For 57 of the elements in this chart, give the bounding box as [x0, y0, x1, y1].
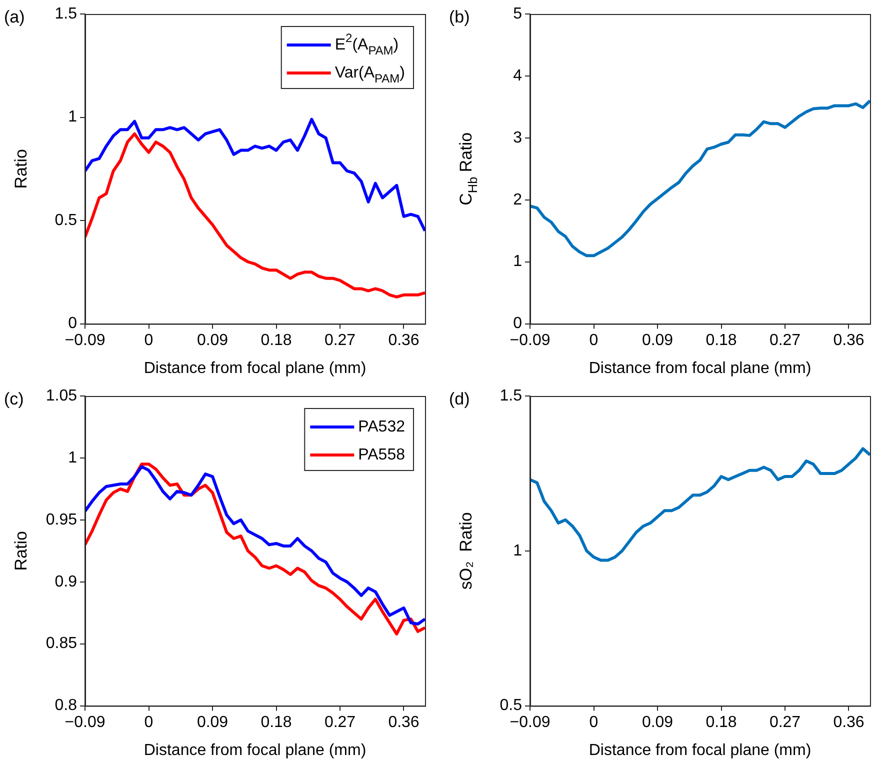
- x-tick-label: 0.27: [324, 332, 356, 350]
- y-tick-label: 2: [513, 191, 522, 208]
- y-tick-label: 0.9: [54, 573, 78, 590]
- x-tick-label: 0.27: [324, 714, 356, 732]
- x-tick-label: 0.09: [642, 714, 674, 732]
- x-axis-title: Distance from focal plane (mm): [588, 360, 812, 377]
- y-axis-title: sO₂ Ratio: [456, 512, 476, 590]
- x-tick-label: 0.09: [196, 332, 228, 350]
- x-tick-label: 0.18: [260, 714, 292, 732]
- y-axis-title: CHb Ratio: [456, 132, 480, 206]
- x-tick-label: −0.09: [64, 332, 106, 350]
- x-tick-label: 0.18: [706, 332, 737, 350]
- y-tick-label: 0.85: [46, 635, 78, 652]
- x-tick-label: 0.18: [706, 714, 737, 732]
- y-tick-label: 1: [513, 253, 522, 270]
- x-tick-label: 0.36: [388, 332, 420, 350]
- y-axis-title: Ratio: [12, 149, 31, 189]
- x-tick-label: 0.09: [196, 714, 228, 732]
- x-tick-label: −0.09: [64, 714, 106, 732]
- y-tick-label: 0.8: [54, 697, 78, 714]
- y-tick-label: 3: [513, 129, 522, 146]
- x-tick-label: 0.09: [642, 332, 674, 350]
- x-tick-label: 0.36: [833, 714, 864, 732]
- y-tick-label: 0: [68, 315, 78, 332]
- y-tick-label: 1.5: [500, 387, 522, 404]
- chart-title: (c): [4, 390, 24, 409]
- y-tick-label: 0.5: [54, 212, 78, 229]
- y-tick-label: 4: [513, 67, 522, 84]
- x-tick-label: 0.36: [388, 714, 420, 732]
- y-tick-label: 1.05: [46, 387, 78, 404]
- y-tick-label: 1: [68, 449, 78, 466]
- y-tick-label: 5: [513, 5, 522, 22]
- x-tick-label: 0.27: [769, 332, 801, 350]
- x-tick-label: 0.18: [260, 332, 292, 350]
- y-tick-label: 0: [513, 315, 522, 332]
- x-tick-label: 0: [589, 714, 598, 732]
- x-tick-label: −0.09: [510, 332, 550, 350]
- chart-title: (a): [4, 8, 25, 27]
- x-tick-label: 0.27: [769, 714, 801, 732]
- x-axis-title: Distance from focal plane (mm): [144, 360, 366, 377]
- chart-title: (b): [449, 8, 470, 27]
- x-tick-label: −0.09: [510, 714, 550, 732]
- y-tick-label: 0.95: [46, 511, 78, 528]
- x-tick-label: 0.36: [833, 332, 864, 350]
- chart-title: (d): [449, 390, 470, 409]
- x-axis-title: Distance from focal plane (mm): [588, 742, 812, 759]
- x-tick-label: 0: [589, 332, 598, 350]
- y-tick-label: 1: [68, 108, 78, 126]
- y-tick-label: 0.5: [500, 697, 522, 714]
- x-axis-title: Distance from focal plane (mm): [144, 742, 366, 759]
- x-tick-label: 0: [144, 714, 154, 732]
- y-axis-title: Ratio: [12, 531, 31, 571]
- x-tick-label: 0: [144, 332, 154, 350]
- y-tick-label: 1.5: [54, 5, 78, 22]
- y-tick-label: 1: [513, 542, 522, 560]
- legend-label: PA558: [358, 446, 406, 464]
- legend-label: PA532: [358, 418, 406, 436]
